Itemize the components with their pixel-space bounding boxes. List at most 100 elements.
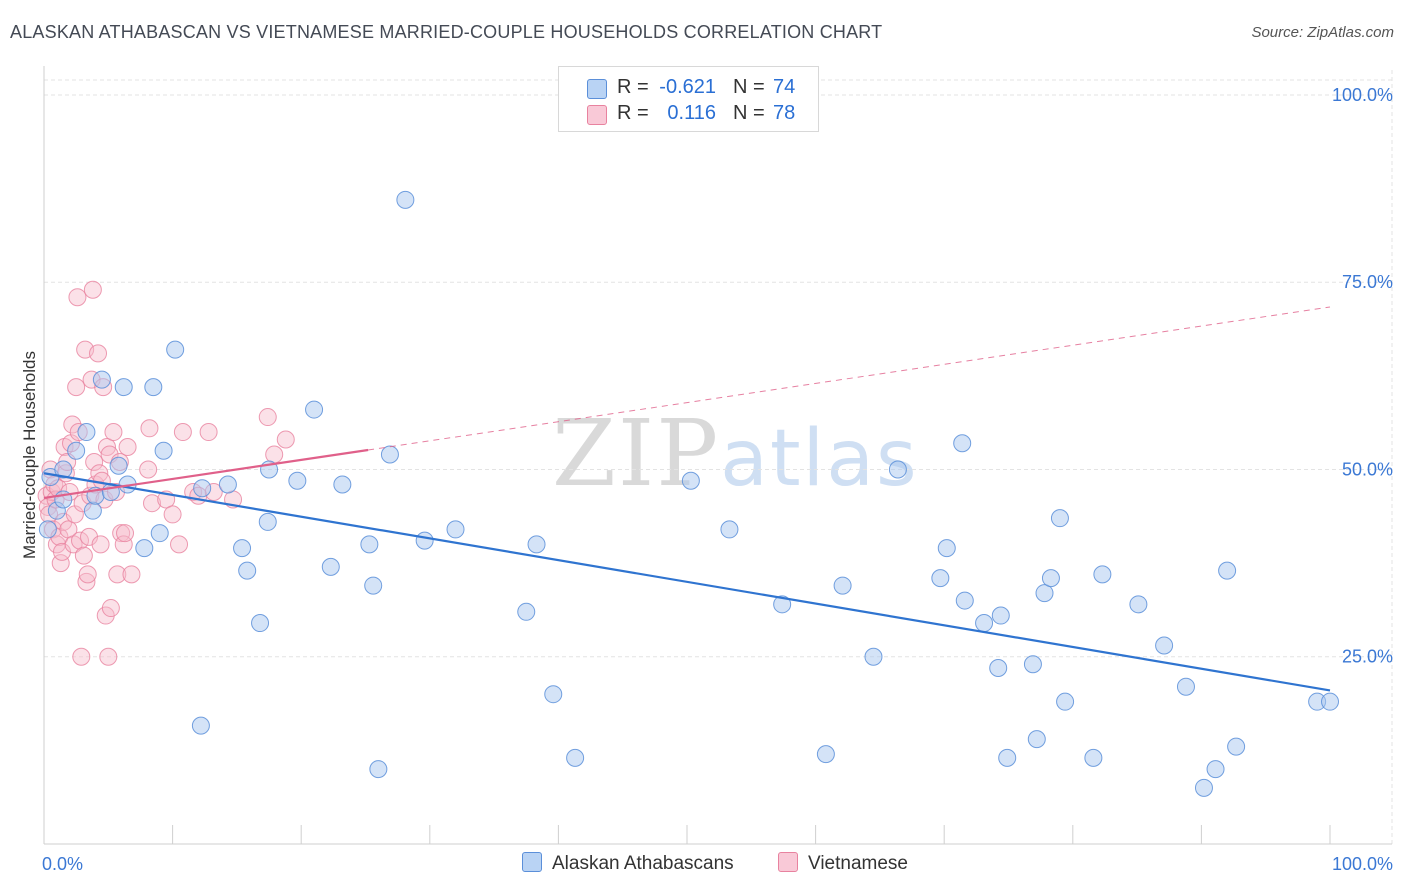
bottom-legend-swatch-blue [522, 852, 542, 872]
vietnamese-point [199, 423, 218, 442]
trend-lines [43, 306, 1331, 692]
y-tick-label: 50.0% [1342, 459, 1393, 479]
athabascan-point [321, 557, 340, 576]
athabascan-point [931, 569, 950, 588]
vietnamese-point [173, 423, 192, 442]
athabascan-points [38, 190, 1339, 797]
athabascan-point [1206, 760, 1225, 779]
vietnamese-point [140, 419, 159, 438]
athabascan-point [1035, 584, 1054, 603]
legend-row-vietnamese: R = 0.116 N = 78 [559, 101, 818, 129]
legend-r-label: R = [617, 102, 649, 124]
vietnamese-point [72, 647, 91, 666]
vietnamese-point [91, 535, 110, 554]
bottom-legend-swatch-pink [778, 852, 798, 872]
vietnamese-point [83, 280, 102, 299]
athabascan-point [77, 423, 96, 442]
athabascan-point [1227, 737, 1246, 756]
athabascan-point [191, 716, 210, 735]
vietnamese-point [74, 546, 93, 565]
athabascan-point [1084, 748, 1103, 767]
athabascan-point [816, 745, 835, 764]
athabascan-point [333, 475, 352, 494]
athabascan-point [527, 535, 546, 554]
athabascan-point [135, 539, 154, 558]
vietnamese-trend-extension [367, 306, 1331, 451]
athabascan-point [218, 475, 237, 494]
athabascan-point [83, 501, 102, 520]
vietnamese-point [122, 565, 141, 584]
athabascan-point [238, 561, 257, 580]
legend: R = -0.621 N = 74 R = 0.116 N = 78 [558, 66, 819, 132]
vietnamese-point [108, 565, 127, 584]
x-tick-label: 0.0% [42, 854, 83, 874]
athabascan-point [1155, 636, 1174, 655]
watermark-atlas: atlas [720, 414, 919, 504]
athabascan-point [955, 591, 974, 610]
athabascan-point [1023, 655, 1042, 674]
athabascan-point [360, 535, 379, 554]
bottom-legend-label: Vietnamese [808, 853, 908, 874]
vietnamese-point [89, 344, 108, 363]
chart-title: ALASKAN ATHABASCAN VS VIETNAMESE MARRIED… [10, 22, 883, 42]
athabascan-point [305, 400, 324, 419]
athabascan-point [517, 602, 536, 621]
athabascan-point [446, 520, 465, 539]
athabascan-point [773, 595, 792, 614]
athabascan-point [380, 445, 399, 464]
athabascan-point [1056, 692, 1075, 711]
x-tick-label: 100.0% [1332, 854, 1393, 874]
axes [43, 66, 1392, 845]
vietnamese-point [78, 565, 97, 584]
vietnamese-point [63, 415, 82, 434]
legend-r-label: R = [617, 76, 649, 98]
bottom-legend-vietnamese: Vietnamese [778, 852, 908, 875]
athabascan-point [364, 576, 383, 595]
legend-n-label: N = [733, 76, 765, 98]
y-tick-label: 75.0% [1342, 272, 1393, 292]
athabascan-point [1321, 692, 1339, 711]
vietnamese-point [71, 531, 90, 550]
bottom-legend-label: Alaskan Athabascans [552, 853, 734, 874]
athabascan-point [681, 471, 700, 490]
legend-row-athabascan: R = -0.621 N = 74 [559, 75, 818, 103]
athabascan-point [720, 520, 739, 539]
athabascan-point [67, 441, 86, 460]
vietnamese-point [77, 572, 96, 591]
athabascan-point [369, 760, 388, 779]
athabascan-point [114, 378, 133, 397]
athabascan-point [975, 614, 994, 633]
athabascan-point [1027, 730, 1046, 749]
legend-r-value: -0.621 [659, 76, 716, 98]
tick-labels: 25.0% 50.0% 75.0% 100.0% 0.0% 100.0% [42, 85, 1393, 874]
athabascan-point [193, 479, 212, 498]
athabascan-point [937, 539, 956, 558]
athabascan-point [991, 606, 1010, 625]
athabascan-point [1129, 595, 1148, 614]
chart-source: Source: ZipAtlas.com [1251, 24, 1394, 41]
athabascan-point [1050, 509, 1069, 528]
athabascan-point [396, 190, 415, 209]
vietnamese-point [85, 453, 104, 471]
vietnamese-point [163, 505, 182, 524]
vietnamese-point [276, 430, 295, 449]
athabascan-point [288, 471, 307, 490]
athabascan-point [566, 748, 585, 767]
athabascan-point [166, 340, 185, 359]
legend-n-value: 74 [773, 76, 796, 98]
vietnamese-point [98, 438, 117, 457]
athabascan-point [92, 370, 111, 389]
athabascan-point [415, 531, 434, 550]
athabascan-point [1194, 778, 1213, 797]
vietnamese-point [170, 535, 189, 554]
athabascan-point [833, 576, 852, 595]
athabascan-point [1218, 561, 1237, 580]
athabascan-point [1093, 565, 1112, 584]
athabascan-point [864, 647, 883, 666]
grid [44, 70, 1393, 844]
vietnamese-point [143, 494, 162, 513]
vietnamese-points [37, 280, 295, 666]
bottom-legend-athabascan: Alaskan Athabascans [522, 852, 734, 875]
athabascan-point [144, 378, 163, 397]
